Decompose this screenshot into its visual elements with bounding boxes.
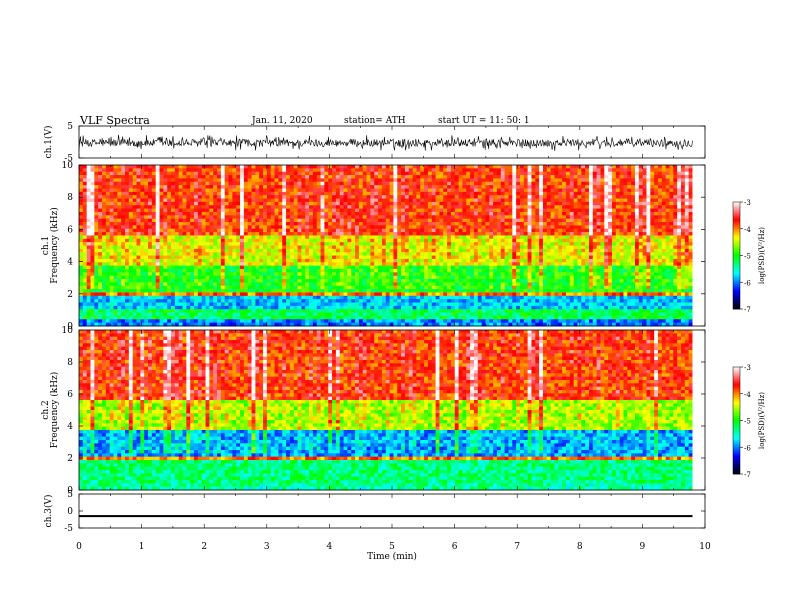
ch3-waveform-trace (79, 515, 693, 518)
colorbar-tick-label: -7 (744, 471, 751, 479)
ch3-waveform-frame (78, 493, 706, 529)
colorbar-tick-label: -6 (744, 279, 751, 287)
colorbar-tick-label: -6 (744, 444, 751, 452)
ch1-waveform-ylabel: ch.1(V) (43, 126, 54, 159)
x-tick-label: 1 (139, 542, 145, 552)
ch2-spectrogram-cells (79, 330, 693, 491)
ch2-spectrogram-gap (692, 330, 705, 490)
x-tick-label: 0 (76, 542, 82, 552)
x-tick-label: 5 (389, 542, 395, 552)
y-tick-label: 0 (67, 507, 73, 517)
y-tick-label: 5 (67, 122, 73, 132)
ch1-waveform-trace (78, 134, 693, 151)
y-tick-label: 10 (62, 161, 74, 171)
date-label: Jan. 11, 2020 (252, 116, 313, 126)
x-axis-label: Time (min) (367, 551, 417, 562)
y-tick-label: -5 (64, 524, 73, 534)
colorbar-tick-label: -4 (744, 391, 751, 399)
ch2-spectrogram-ylabel: ch.2 (41, 400, 51, 419)
ch1-colorbar (733, 202, 740, 310)
chart-title: VLF Spectra (80, 114, 150, 127)
colorbar-tick-label: -4 (744, 226, 751, 234)
x-tick-label: 3 (264, 542, 270, 552)
start-time-label: start UT = 11: 50: 1 (438, 116, 530, 126)
y-tick-label: 2 (67, 290, 73, 300)
y-tick-label: -5 (64, 154, 73, 164)
colorbar-tick-label: -3 (744, 364, 751, 372)
x-tick-label: 8 (577, 542, 583, 552)
ch3-waveform-ylabel: ch.3(V) (43, 495, 54, 528)
colorbar-tick-label: -5 (744, 418, 751, 426)
x-tick-label: 7 (514, 542, 520, 552)
ch1-colorbar-label: log(PSD)(V²/Hz) (758, 227, 766, 284)
ch1-spectrogram-ylabel: ch.1 (41, 236, 51, 255)
ch1-spectrogram-gap (692, 165, 705, 326)
ch1-spectrogram-ylabel-freq: Frequency (kHz) (49, 207, 60, 284)
y-tick-label: 8 (67, 193, 73, 203)
x-tick-label: 9 (640, 542, 646, 552)
ch2-spectrogram-ylabel-freq: Frequency (kHz) (49, 372, 60, 449)
station-label: station= ATH (344, 116, 406, 126)
x-tick-label: 4 (327, 542, 333, 552)
x-tick-label: 6 (452, 542, 458, 552)
y-tick-label: 4 (67, 258, 73, 268)
colorbar-tick-label: -3 (744, 199, 751, 207)
x-tick-label: 2 (201, 542, 207, 552)
y-tick-label: 8 (67, 358, 73, 368)
x-tick-label: 10 (699, 542, 711, 552)
y-tick-label: 6 (67, 225, 73, 235)
y-tick-label: 5 (67, 490, 73, 500)
y-tick-label: 0 (67, 322, 73, 332)
y-tick-label: 0 (67, 486, 73, 496)
ch2-colorbar (733, 367, 740, 475)
y-tick-label: 4 (67, 422, 73, 432)
colorbar-tick-label: -7 (744, 306, 751, 314)
y-tick-label: 2 (67, 454, 73, 464)
y-tick-label: 10 (62, 326, 74, 336)
ch1-spectrogram-cells (79, 165, 693, 327)
y-tick-label: 6 (67, 390, 73, 400)
ch2-colorbar-label: log(PSD)(V²/Hz) (758, 392, 766, 449)
colorbar-tick-label: -5 (744, 253, 751, 261)
